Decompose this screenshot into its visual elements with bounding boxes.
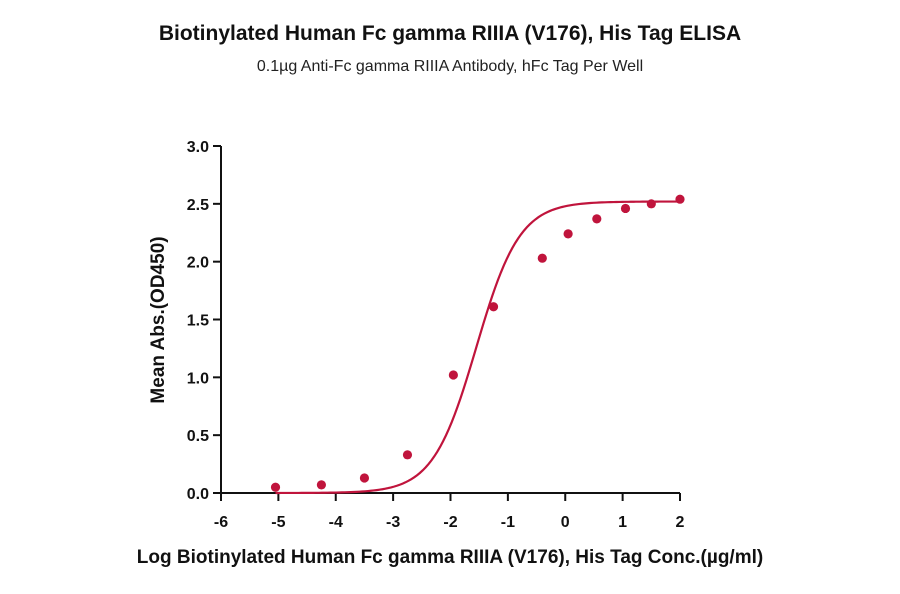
- y-tick-label: 2.5: [187, 197, 209, 214]
- data-point: [448, 370, 458, 380]
- data-point: [592, 214, 602, 224]
- data-point: [402, 450, 413, 460]
- x-tick-label: -3: [386, 514, 400, 531]
- data-point: [675, 194, 685, 204]
- y-tick-label: 0.0: [187, 486, 209, 503]
- data-points: [270, 194, 685, 492]
- y-tick-label: 1.0: [187, 370, 209, 387]
- x-tick-label: -6: [214, 514, 228, 531]
- x-tick-label: -5: [271, 514, 285, 531]
- x-axis-label: Log Biotinylated Human Fc gamma RIIIA (V…: [136, 547, 764, 568]
- data-point: [646, 199, 656, 209]
- y-tick-label: 3.0: [187, 139, 209, 156]
- chart-subtitle: 0.1µg Anti-Fc gamma RIIIA Antibody, hFc …: [256, 58, 644, 75]
- data-point: [359, 473, 370, 483]
- data-point: [316, 480, 327, 490]
- y-tick-label: 2.0: [187, 255, 209, 272]
- chart-title: Biotinylated Human Fc gamma RIIIA (V176)…: [158, 22, 742, 45]
- x-tick-label: -2: [443, 514, 457, 531]
- y-tick-label: 0.5: [187, 428, 209, 445]
- data-point: [270, 482, 281, 492]
- data-point: [563, 229, 573, 239]
- y-axis-label: Mean Abs.(OD450): [148, 236, 169, 403]
- chart-axes: 0.0 0.5 1.0 1.5 2.0 2.5 3.0 -6 -5 -4 -3 -2 -1 0 1 2: [187, 139, 685, 531]
- x-tick-label: 0: [561, 514, 570, 531]
- x-tick-label: -4: [329, 514, 343, 531]
- data-point: [620, 203, 631, 214]
- data-point: [488, 302, 499, 312]
- fit-curve: [275, 200, 681, 495]
- data-point: [537, 253, 547, 263]
- y-tick-label: 1.5: [187, 313, 209, 330]
- x-tick-label: 2: [676, 514, 685, 531]
- x-tick-label: 1: [618, 514, 627, 531]
- x-tick-label: -1: [501, 514, 515, 531]
